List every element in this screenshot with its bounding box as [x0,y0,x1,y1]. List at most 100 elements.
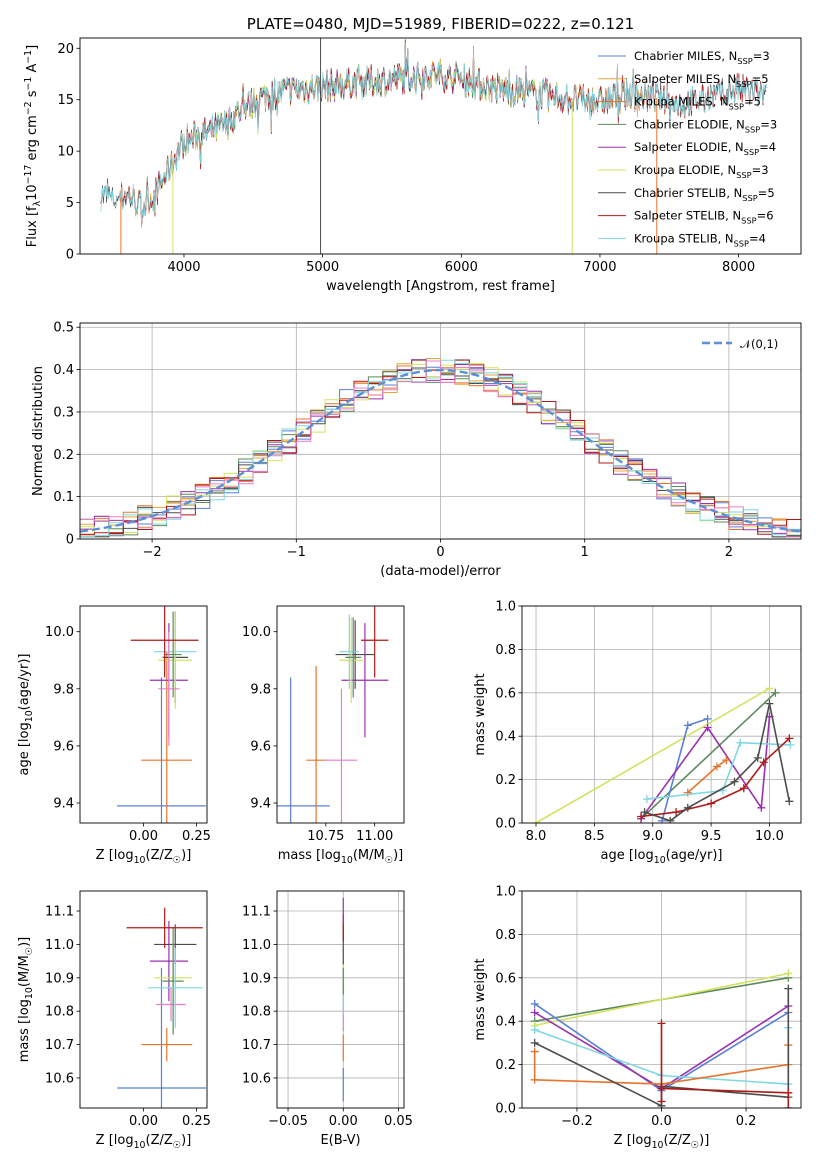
weight-marker [785,734,794,743]
weight-marker [640,808,649,817]
y-tick-label: 10.8 [45,1005,74,1020]
panel-age_vs_mass: 10.75 11.00 9.4 9.6 9.8 10.0 mass [log10​(M/M☉… [242,605,405,866]
weight-marker [657,1097,666,1106]
weight-marker [530,1047,539,1056]
axes-frame [79,37,802,255]
y-tick-label: 20 [57,42,74,57]
weight-marker [672,808,681,817]
y-axis-label: mass weight [473,673,488,755]
x-tick-label: 10.0 [755,829,784,844]
y-tick-label: 10.8 [242,1005,271,1020]
y-tick-label: 10.6 [45,1071,74,1086]
y-tick-label: 0.0 [495,817,516,832]
weight-marker [757,803,766,812]
panel-age_vs_Z: 0.00 0.25 9.4 9.6 9.8 10.0 Z [log10​(Z/Z☉​)] ag… [17,605,211,866]
x-axis-label: E(B-V) [320,1133,360,1148]
axes-frame [521,890,802,1109]
y-axis-label: age [log10​(age/yr)] [17,654,35,776]
y-tick-label: 11.1 [45,905,74,920]
x-axis-label: Z [log10​(Z/Z☉​)] [96,848,192,866]
weight-marker [786,740,795,749]
y-tick-label: 5 [66,196,74,211]
weight-marker [712,762,721,771]
x-tick-label: −1 [287,545,306,560]
y-tick-label: 9.4 [53,797,74,812]
y-tick-label: 0.2 [495,1058,516,1073]
weight-marker [703,723,712,732]
y-tick-label: 0.8 [495,928,516,943]
weight-marker [530,1008,539,1017]
weight-marker [703,714,712,723]
y-tick-label: 10 [57,145,74,160]
weight-marker [683,721,692,730]
y-tick-label: 1.0 [495,600,516,615]
weight-marker [683,788,692,797]
weight-line [687,759,727,794]
spectrum-line [170,41,573,171]
weight-line [646,741,791,800]
weight-line [640,716,771,820]
legend-label: 𝒩(0,1) [740,337,778,351]
x-tick-label: 7000 [583,260,616,275]
y-tick-label: 0.4 [53,363,74,378]
panel-spectrum: 4000 5000 6000 7000 8000 0 5 10 15 20 wavelength [… [23,15,802,294]
weight-marker [771,688,780,697]
x-tick-label: 0.00 [329,1114,358,1129]
y-tick-label: 0.4 [495,1015,516,1030]
weight-marker [759,758,768,767]
y-tick-label: 11.1 [242,905,271,920]
y-tick-label: 0.2 [495,773,516,788]
weight-marker [765,684,774,693]
plot-area [532,684,795,823]
legend-label: Salpeter MILES, NSSP​=5 [634,72,769,89]
y-tick-label: 0.5 [53,321,74,336]
legend-label: Chabrier MILES, NSSP​=3 [634,49,770,66]
weight-marker [736,738,745,747]
weight-marker [530,1075,539,1084]
x-tick-label: 0.2 [736,1114,757,1129]
x-tick-label: 0.05 [384,1114,413,1129]
x-axis-label: age [log10​(age/yr)] [601,848,723,866]
weight-marker [530,1025,539,1034]
x-tick-label: 0.25 [182,829,211,844]
spectrum-line [120,45,656,228]
plot-area [117,606,206,823]
y-tick-label: 10.7 [242,1038,271,1053]
weight-marker [784,1104,793,1108]
y-tick-label: 10.6 [242,1071,271,1086]
y-tick-label: 10.9 [242,971,271,986]
x-tick-label: 0.00 [129,1114,158,1129]
legend-label: Chabrier ELODIE, NSSP​=3 [634,117,777,134]
x-tick-label: 2 [725,545,733,560]
x-axis-label: Z [log10​(Z/Z☉​)] [96,1133,192,1151]
plot-area [100,38,767,254]
legend-label: Chabrier STELIB, NSSP​=5 [634,186,775,203]
y-tick-label: 11.0 [45,938,74,953]
weight-marker [707,799,716,808]
y-tick-label: 9.6 [250,739,271,754]
x-tick-label: 4000 [167,260,200,275]
plot-area [277,606,389,823]
weight-marker [666,816,675,823]
x-tick-label: 0.00 [129,829,158,844]
x-tick-label: −0.2 [561,1114,593,1129]
weight-marker [730,777,739,786]
y-tick-label: 0.8 [495,643,516,658]
weight-marker [784,969,793,978]
y-tick-label: 10.0 [242,625,271,640]
plot-area [117,907,206,1108]
legend: Chabrier MILES, NSSP​=3 Salpeter MILES, N… [598,49,777,248]
y-tick-label: 0.4 [495,730,516,745]
y-tick-label: 9.8 [53,682,74,697]
y-tick-label: 9.6 [53,739,74,754]
y-tick-label: 0 [66,248,74,263]
weight-line [534,972,789,1027]
panel-weight_vs_Z: −0.2 0.0 0.2 0.0 0.2 0.4 0.6 0.8 1.0 Z [log10​(Z/… [473,885,802,1151]
axes-frame [79,322,802,540]
weight-marker [530,1038,539,1047]
x-tick-label: 5000 [306,260,339,275]
y-tick-label: 10.0 [45,625,74,640]
spectrum-line [170,39,573,172]
weight-marker [785,797,794,806]
